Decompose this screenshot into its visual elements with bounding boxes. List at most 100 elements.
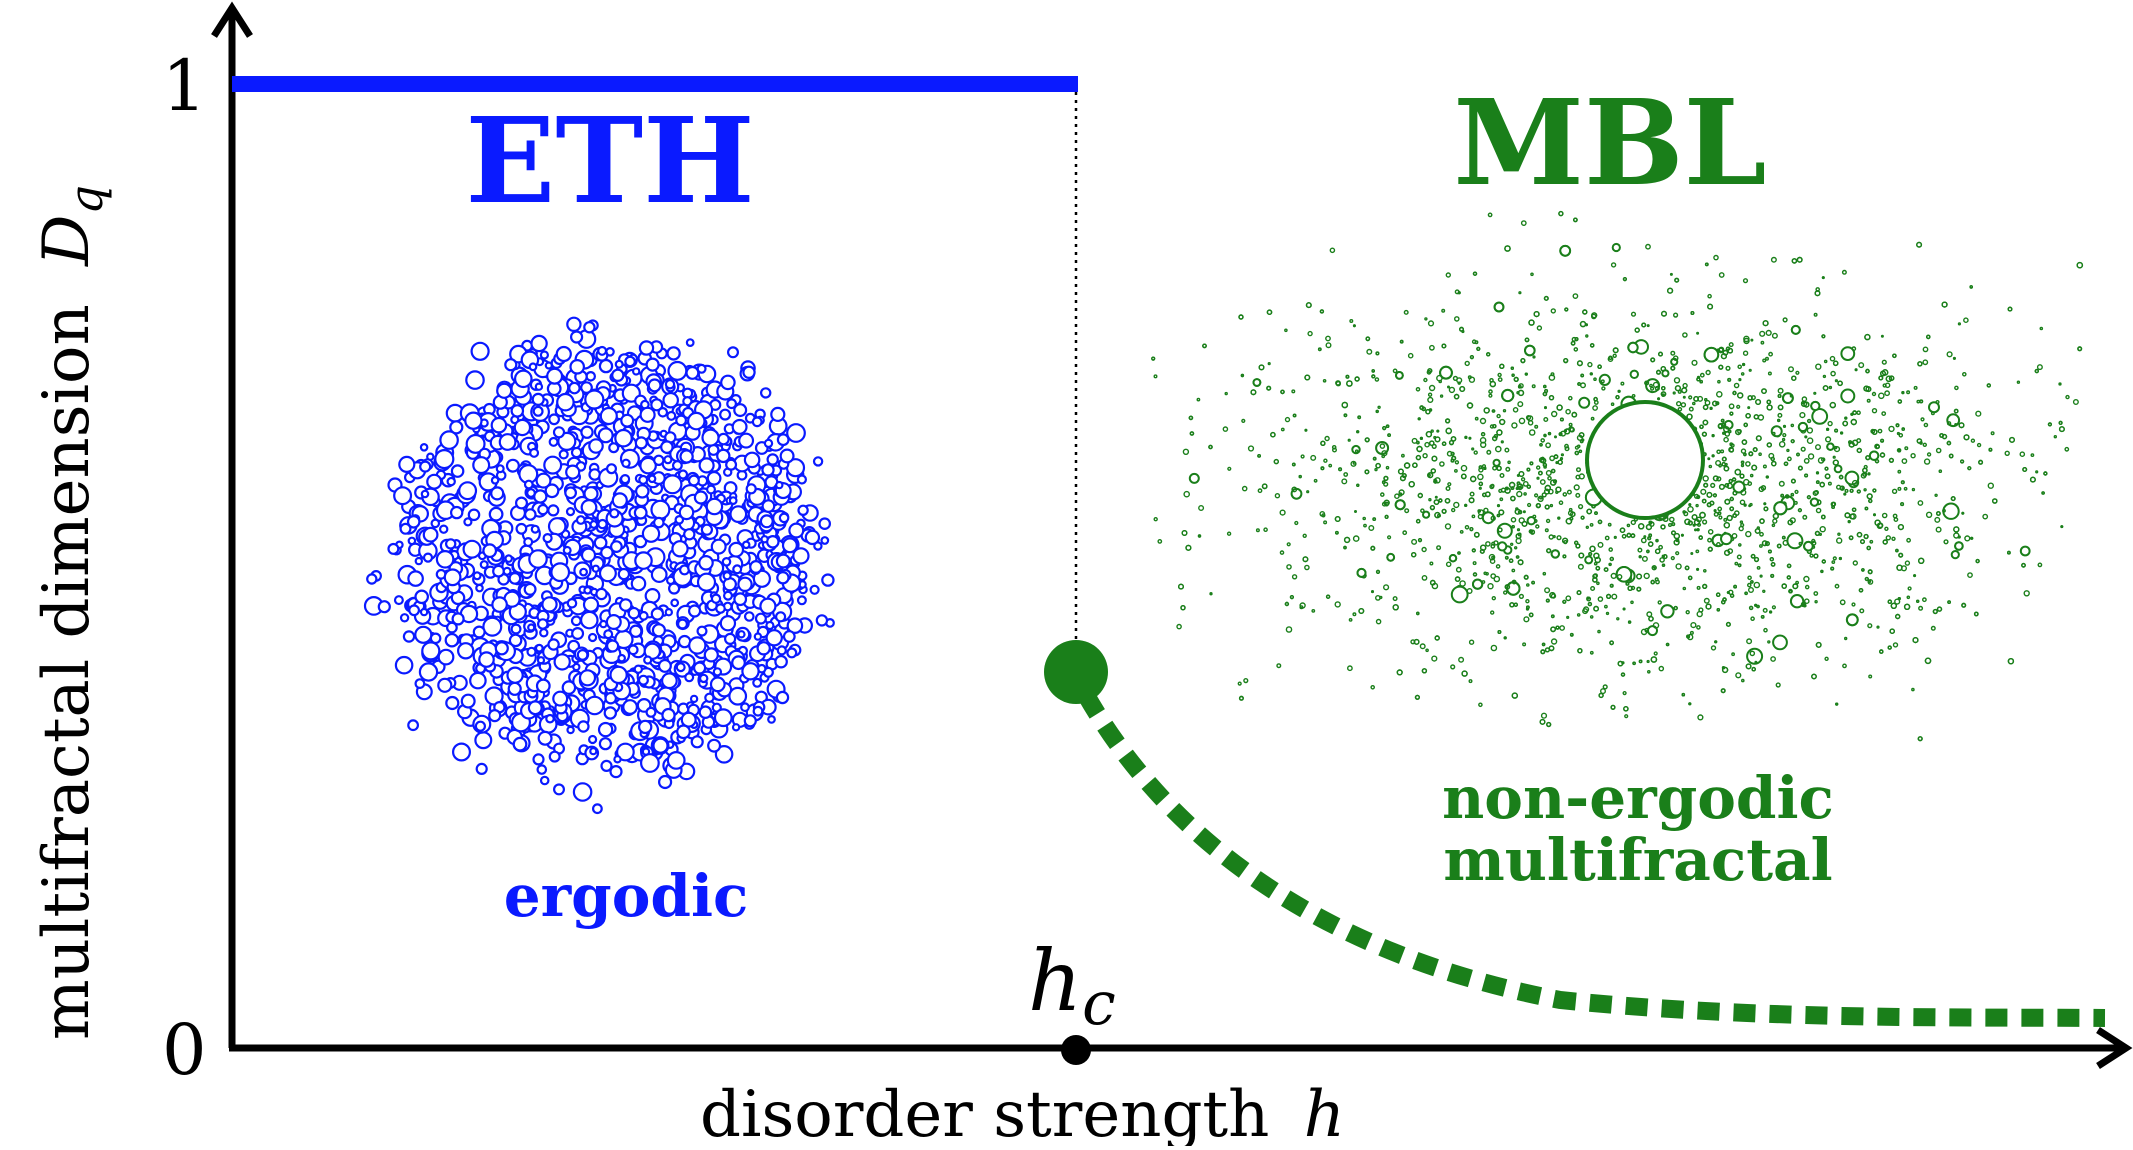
- mbl-amplitude-circle: [1746, 638, 1753, 645]
- mbl-amplitude-circle: [1716, 608, 1721, 612]
- mbl-amplitude-circle: [1499, 363, 1505, 369]
- eth-amplitude-circle: [796, 595, 807, 606]
- mbl-amplitude-circle: [1357, 415, 1362, 420]
- eth-amplitude-circle: [661, 707, 676, 723]
- mbl-amplitude-circle: [1182, 448, 1190, 455]
- mbl-amplitude-circle: [1496, 429, 1503, 436]
- mbl-amplitude-circle: [1153, 374, 1158, 379]
- mbl-amplitude-circle: [1593, 605, 1600, 612]
- eth-amplitude-circle: [707, 738, 722, 753]
- mbl-amplitude-circle: [1768, 351, 1774, 357]
- mbl-amplitude-circle: [1364, 437, 1370, 443]
- mbl-amplitude-circle: [1447, 482, 1452, 487]
- mbl-amplitude-circle: [1473, 531, 1480, 538]
- mbl-amplitude-circle: [1754, 660, 1758, 664]
- mbl-amplitude-circle: [1411, 437, 1418, 444]
- mbl-amplitude-circle: [1370, 685, 1375, 690]
- mbl-amplitude-circle: [1504, 447, 1510, 453]
- eth-amplitude-circle: [437, 648, 455, 666]
- mbl-amplitude-circle: [1765, 475, 1769, 479]
- mbl-amplitude-circle: [2019, 545, 2031, 557]
- mbl-amplitude-circle: [1516, 528, 1521, 532]
- mbl-amplitude-circle: [1967, 572, 1973, 578]
- mbl-amplitude-circle: [1716, 449, 1721, 455]
- mbl-amplitude-circle: [1568, 395, 1573, 401]
- eth-amplitude-circle: [449, 420, 464, 435]
- mbl-amplitude-circle: [1469, 491, 1475, 497]
- mbl-amplitude-circle: [1472, 578, 1484, 590]
- mbl-amplitude-circle: [1543, 488, 1550, 495]
- mbl-amplitude-circle: [1438, 498, 1443, 503]
- mbl-amplitude-circle: [1319, 309, 1325, 314]
- eth-amplitude-circle: [580, 499, 598, 516]
- mbl-amplitude-circle: [1829, 401, 1837, 409]
- eth-amplitude-circle: [733, 592, 748, 607]
- mbl-amplitude-circle: [1457, 551, 1461, 555]
- eth-amplitude-circle: [429, 632, 442, 645]
- mbl-amplitude-circle: [1612, 347, 1619, 354]
- mbl-amplitude-circle: [1304, 428, 1308, 432]
- mbl-amplitude-circle: [1522, 480, 1529, 487]
- mbl-amplitude-circle: [1901, 458, 1908, 464]
- mbl-amplitude-circle: [1751, 666, 1756, 672]
- mbl-amplitude-circle: [1922, 346, 1929, 353]
- mbl-amplitude-circle: [1299, 602, 1306, 609]
- mbl-amplitude-circle: [1954, 423, 1958, 427]
- mbl-amplitude-circle: [1647, 536, 1652, 541]
- mbl-amplitude-circle: [1695, 549, 1700, 554]
- eth-amplitude-circle: [650, 566, 668, 583]
- mbl-amplitude-circle: [1787, 456, 1792, 462]
- mbl-amplitude-circle: [1829, 355, 1836, 362]
- mbl-amplitude-circle: [1557, 516, 1561, 520]
- mbl-amplitude-circle: [1743, 452, 1747, 457]
- mbl-amplitude-circle: [1893, 517, 1899, 522]
- eth-amplitude-circle: [627, 606, 641, 620]
- mbl-amplitude-circle: [1703, 597, 1710, 604]
- mbl-amplitude-circle: [1291, 462, 1296, 467]
- mbl-amplitude-circle: [1550, 614, 1555, 619]
- eth-amplitude-circle: [700, 523, 714, 536]
- mbl-amplitude-circle: [1562, 554, 1567, 559]
- mbl-amplitude-circle: [1790, 423, 1795, 428]
- mbl-amplitude-circle: [1759, 518, 1765, 524]
- mbl-amplitude-circle: [1504, 487, 1511, 494]
- mbl-amplitude-circle: [1587, 361, 1593, 368]
- mbl-amplitude-circle: [1887, 645, 1892, 650]
- eth-amplitude-circle: [689, 694, 699, 704]
- mbl-amplitude-circle: [2043, 471, 2048, 476]
- mbl-amplitude-circle: [1954, 541, 1964, 551]
- mbl-amplitude-circle: [1897, 523, 1905, 531]
- mbl-amplitude-circle: [1459, 580, 1466, 587]
- mbl-amplitude-circle: [1468, 639, 1475, 645]
- mbl-amplitude-circle: [1650, 357, 1656, 363]
- mbl-amplitude-circle: [1188, 415, 1194, 421]
- mbl-amplitude-circle: [1813, 553, 1819, 559]
- mbl-amplitude-circle: [1279, 550, 1285, 555]
- mbl-amplitude-circle: [1458, 656, 1465, 663]
- mbl-amplitude-circle: [1558, 432, 1563, 437]
- eth-amplitude-circle: [657, 774, 673, 790]
- mbl-amplitude-circle: [1720, 353, 1728, 360]
- eth-amplitude-circle: [603, 706, 618, 720]
- mbl-amplitude-circle: [2007, 550, 2011, 555]
- mbl-amplitude-circle: [1513, 376, 1519, 382]
- eth-amplitude-circle: [738, 432, 755, 449]
- mbl-amplitude-circle: [1636, 573, 1643, 580]
- mbl-amplitude-circle: [1782, 424, 1787, 428]
- eth-amplitude-circle: [637, 674, 649, 686]
- mbl-amplitude-circle: [1538, 470, 1543, 476]
- mbl-amplitude-circle: [1459, 386, 1466, 393]
- mbl-amplitude-circle: [1415, 518, 1421, 524]
- eth-amplitude-circle: [667, 360, 688, 381]
- mbl-amplitude-circle: [1813, 591, 1819, 596]
- mbl-amplitude-circle: [1769, 557, 1775, 562]
- mbl-amplitude-circle: [1568, 422, 1573, 427]
- mbl-amplitude-circle: [1477, 513, 1484, 520]
- mbl-amplitude-circle: [1520, 477, 1526, 482]
- mbl-amplitude-circle: [1354, 449, 1359, 454]
- eth-amplitude-circle: [597, 427, 614, 444]
- mbl-amplitude-circle: [1723, 465, 1730, 472]
- mbl-amplitude-circle: [1790, 324, 1801, 335]
- mbl-amplitude-circle: [1541, 642, 1546, 647]
- mbl-amplitude-circle: [1576, 613, 1581, 617]
